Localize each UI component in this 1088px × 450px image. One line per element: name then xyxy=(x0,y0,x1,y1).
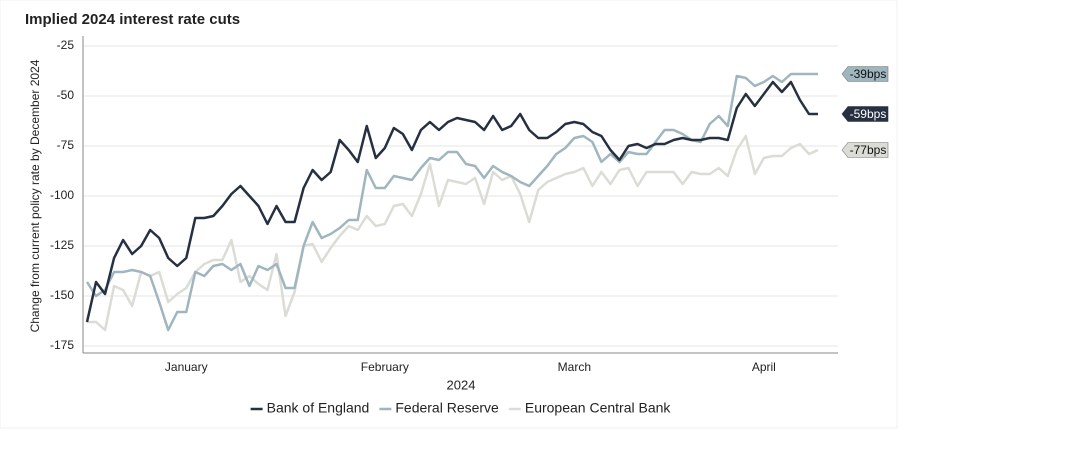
end-label-tag xyxy=(841,142,889,158)
chart-background xyxy=(0,0,898,429)
end-label-text: -59bps xyxy=(850,107,887,121)
y-tick-label: -175 xyxy=(50,338,74,352)
y-tick-label: -150 xyxy=(50,288,74,302)
x-tick-label: March xyxy=(558,360,591,374)
end-label: -59bps xyxy=(841,106,889,122)
y-axis-label: Change from current policy rate by Decem… xyxy=(28,59,42,332)
end-label-text: -77bps xyxy=(850,143,887,157)
end-label: -39bps xyxy=(841,66,889,82)
chart-title: Implied 2024 interest rate cuts xyxy=(25,11,240,28)
series-line xyxy=(87,134,819,332)
y-tick-label: -125 xyxy=(50,238,74,252)
end-label: -77bps xyxy=(841,142,889,158)
y-tick-label: -100 xyxy=(50,188,74,202)
x-axis-label: 2024 xyxy=(447,377,476,392)
legend-label: Bank of England xyxy=(267,400,370,416)
end-label-tag xyxy=(841,106,889,122)
legend: Bank of England Federal Reserve European C… xyxy=(250,400,672,416)
legend-label: European Central Bank xyxy=(525,400,672,416)
y-tick-label: -25 xyxy=(57,38,75,52)
x-tick-label: April xyxy=(752,360,776,374)
end-label-text: -39bps xyxy=(850,67,887,81)
x-tick-label: February xyxy=(361,360,409,374)
legend-label: Federal Reserve xyxy=(395,400,499,416)
x-tick-label: January xyxy=(165,360,208,374)
y-tick-label: -50 xyxy=(57,88,75,102)
y-tick-label: -75 xyxy=(57,138,75,152)
end-label-tag xyxy=(841,66,889,82)
series-line xyxy=(85,80,818,323)
